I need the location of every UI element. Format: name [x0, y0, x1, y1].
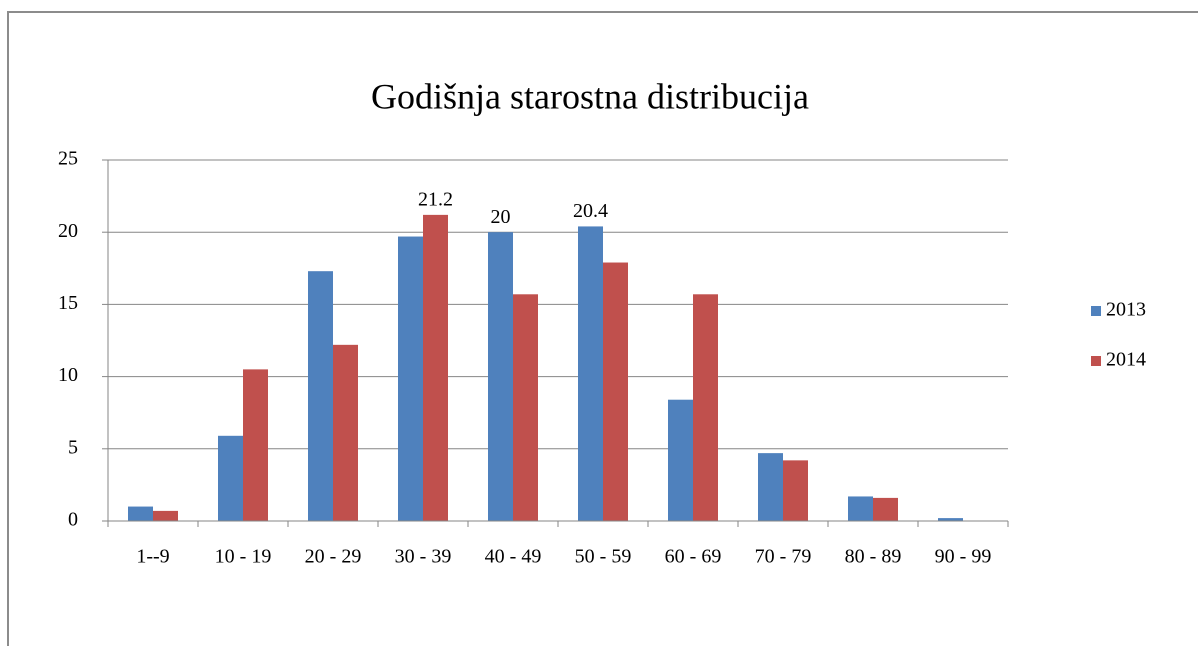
legend-label: 2014 [1106, 349, 1146, 371]
bar [423, 214, 448, 521]
chart-title: Godišnja starostna distribucija [371, 76, 809, 116]
bar [758, 453, 783, 521]
data-label: 20 [491, 206, 511, 228]
x-tick-label: 80 - 89 [845, 546, 902, 568]
x-tick-label: 1--9 [136, 546, 169, 568]
y-tick-label: 20 [58, 220, 78, 242]
x-tick-label: 60 - 69 [665, 546, 722, 568]
x-tick-label: 10 - 19 [215, 546, 272, 568]
bar [693, 294, 718, 521]
y-tick-label: 25 [58, 148, 78, 170]
bar [308, 271, 333, 521]
bar [578, 226, 603, 521]
y-tick-label: 10 [58, 364, 78, 386]
x-tick-label: 20 - 29 [305, 546, 362, 568]
bar [873, 497, 898, 521]
x-tick-label: 40 - 49 [485, 546, 542, 568]
y-tick-label: 5 [68, 436, 78, 458]
bar [153, 510, 178, 521]
bar [668, 399, 693, 521]
data-label: 21.2 [418, 188, 453, 210]
bar [783, 460, 808, 521]
x-tick-label: 70 - 79 [755, 546, 812, 568]
y-tick-label: 15 [58, 292, 78, 314]
x-tick-label: 90 - 99 [935, 546, 992, 568]
bar [243, 369, 268, 521]
bar [128, 506, 153, 521]
legend-label: 2013 [1106, 299, 1146, 321]
bar [218, 435, 243, 521]
bar [398, 236, 423, 522]
y-tick-label: 0 [68, 509, 78, 531]
legend-swatch [1091, 356, 1101, 366]
bar [333, 344, 358, 521]
bar [848, 496, 873, 521]
legend-swatch [1091, 306, 1101, 316]
x-tick-label: 30 - 39 [395, 546, 452, 568]
bar [938, 518, 963, 521]
bar [603, 262, 628, 521]
bar [488, 232, 513, 521]
data-label: 20.4 [573, 200, 608, 222]
bar [513, 294, 538, 521]
x-tick-label: 50 - 59 [575, 546, 632, 568]
